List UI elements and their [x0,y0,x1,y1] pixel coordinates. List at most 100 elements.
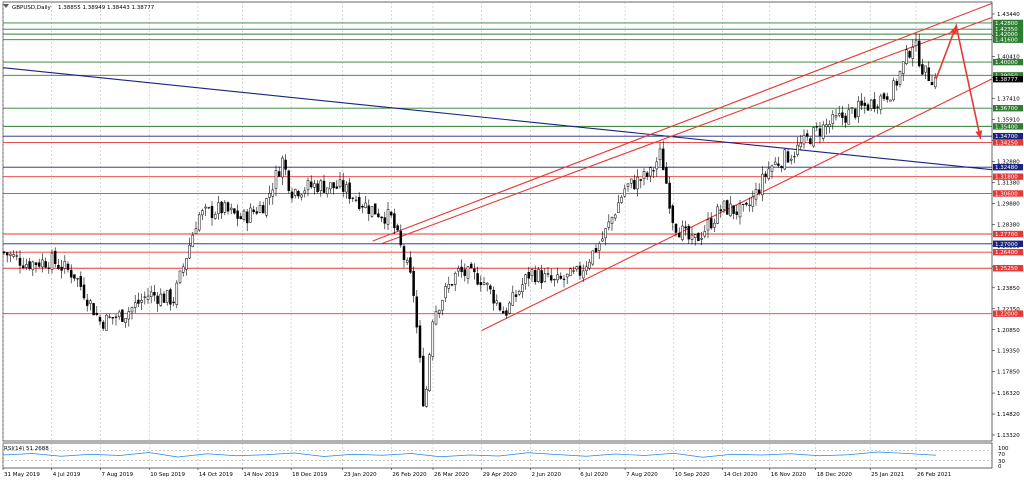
candle-body [325,187,329,194]
candle-body [610,217,614,224]
candle-body [153,292,156,296]
candle-body [831,114,835,124]
candle-body [437,309,441,314]
candle-body [345,184,348,193]
candle-body [879,95,883,110]
candle-body [476,273,479,285]
candle-body [591,250,595,265]
candle-body [924,65,927,73]
level-price-badge [993,240,1023,247]
level-price-badge [993,123,1023,130]
candle-body [233,208,236,214]
level-labels: 1.428001.423501.420001.416001.400001.390… [993,19,1023,318]
candle-body [69,269,73,278]
candle-body [361,205,364,208]
candle-body [809,138,812,145]
candle-body [770,165,774,172]
level-price-label: 1.34250 [995,140,1018,146]
level-price-badge [993,72,1023,79]
candle-body [844,115,847,123]
candle-body [402,246,406,260]
candle-body [31,261,35,270]
date-label: 18 Dec 2019 [292,472,328,478]
candle-body [229,207,233,211]
candle-body [92,303,95,316]
candle-body [405,260,409,263]
level-price-label: 1.36700 [995,106,1018,112]
candle-body [386,209,390,225]
projection-arrows [935,22,983,140]
candle-body [149,291,153,297]
candle-body [249,207,252,223]
plot-frame [2,1,993,442]
candle-body [857,101,860,117]
date-label: 4 Jul 2019 [53,472,81,478]
collapse-triangle-icon[interactable] [3,4,9,8]
candle-body [261,205,265,214]
date-label: 6 Jul 2020 [580,472,608,478]
candle-body [15,255,19,257]
candle-body [671,205,675,223]
candle-body [601,238,604,242]
candle-body [210,205,214,218]
candle-body [869,99,873,109]
candle-body [9,253,12,256]
candle-body [223,202,227,213]
candle-body [745,202,748,205]
candle-body [409,257,412,273]
price-tick-label: 1.13320 [997,433,1020,439]
candle-body [175,282,179,305]
candle-body [911,46,915,59]
rsi-level-30: 30 [998,459,1005,465]
candle-body [37,262,41,267]
candle-body [533,270,537,283]
level-price-badge [993,58,1023,66]
candle-body [300,194,303,198]
candle-body [581,270,585,279]
candle-body [156,295,159,304]
candle-body [508,302,511,314]
candle-body [757,189,761,194]
candle-body [572,270,575,272]
candle-body [661,148,665,171]
candle-body [549,275,553,281]
candle-body [399,230,403,246]
candle-body [121,309,124,322]
date-label: 26 Feb 2021 [917,472,951,478]
candle-body [642,171,646,179]
level-price-badge [993,173,1023,180]
candle-body [236,210,239,219]
candle-body [101,321,105,329]
date-label: 14 Oct 2019 [199,472,234,478]
candle-body [479,282,483,286]
candle-body [684,226,687,229]
candle-body [562,278,566,280]
candle-body [463,269,467,276]
candle-body [885,96,889,100]
candle-body [847,109,851,125]
candle-body [380,216,383,219]
candles [2,33,937,408]
level-price-badge [993,30,1023,38]
candle-body [373,203,377,215]
candle-body [329,182,332,190]
chart-symbol: GBPUSD,Daily [12,5,52,11]
candle-body [284,159,287,170]
price-tick-label: 1.23850 [997,286,1020,292]
level-price-badge [993,310,1023,317]
candle-body [802,134,806,145]
price-tick-label: 1.35910 [997,117,1020,123]
candle-body [882,93,886,99]
candle-body [434,310,438,325]
candle-body [277,171,281,177]
candle-body [309,181,313,188]
candle-body [357,197,361,209]
candle-body [242,210,246,220]
candle-body [421,355,425,407]
level-price-badge [993,163,1023,171]
candle-body [287,170,291,191]
candle-body [313,183,316,188]
level-price-badge [993,230,1023,238]
trend-line [372,2,993,242]
